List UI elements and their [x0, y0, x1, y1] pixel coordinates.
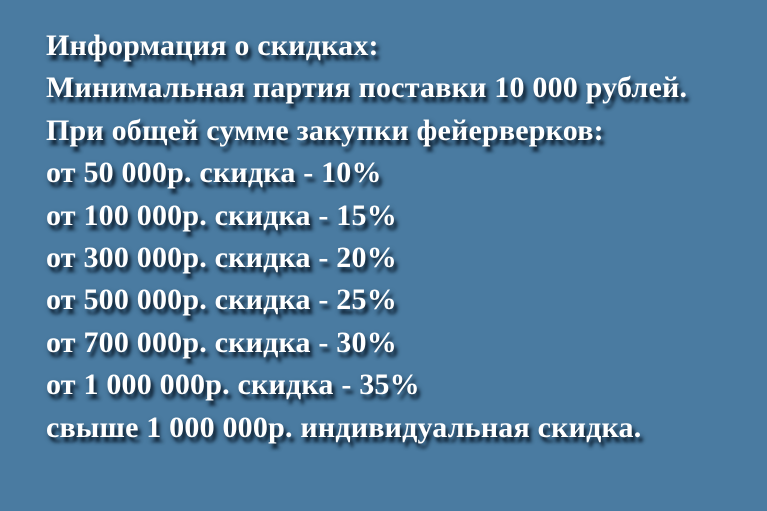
discount-special-line: свыше 1 000 000р. индивидуальная скидка.	[46, 410, 642, 444]
discount-tier-700k: от 700 000р. скидка - 30%	[46, 325, 397, 359]
discount-tier-300k: от 300 000р. скидка - 20%	[46, 241, 397, 275]
discount-tier-50k: от 50 000р. скидка - 10%	[46, 156, 382, 190]
discount-tier-1m: от 1 000 000р. скидка - 35%	[46, 368, 420, 402]
minimum-order-line: Минимальная партия поставки 10 000 рубле…	[46, 71, 688, 105]
discount-tier-100k: от 100 000р. скидка - 15%	[46, 198, 397, 232]
discount-tier-500k: от 500 000р. скидка - 25%	[46, 283, 397, 317]
purchase-condition-line: При общей сумме закупки фейерверков:	[46, 113, 604, 147]
discounts-title: Информация о скидках:	[46, 29, 379, 62]
